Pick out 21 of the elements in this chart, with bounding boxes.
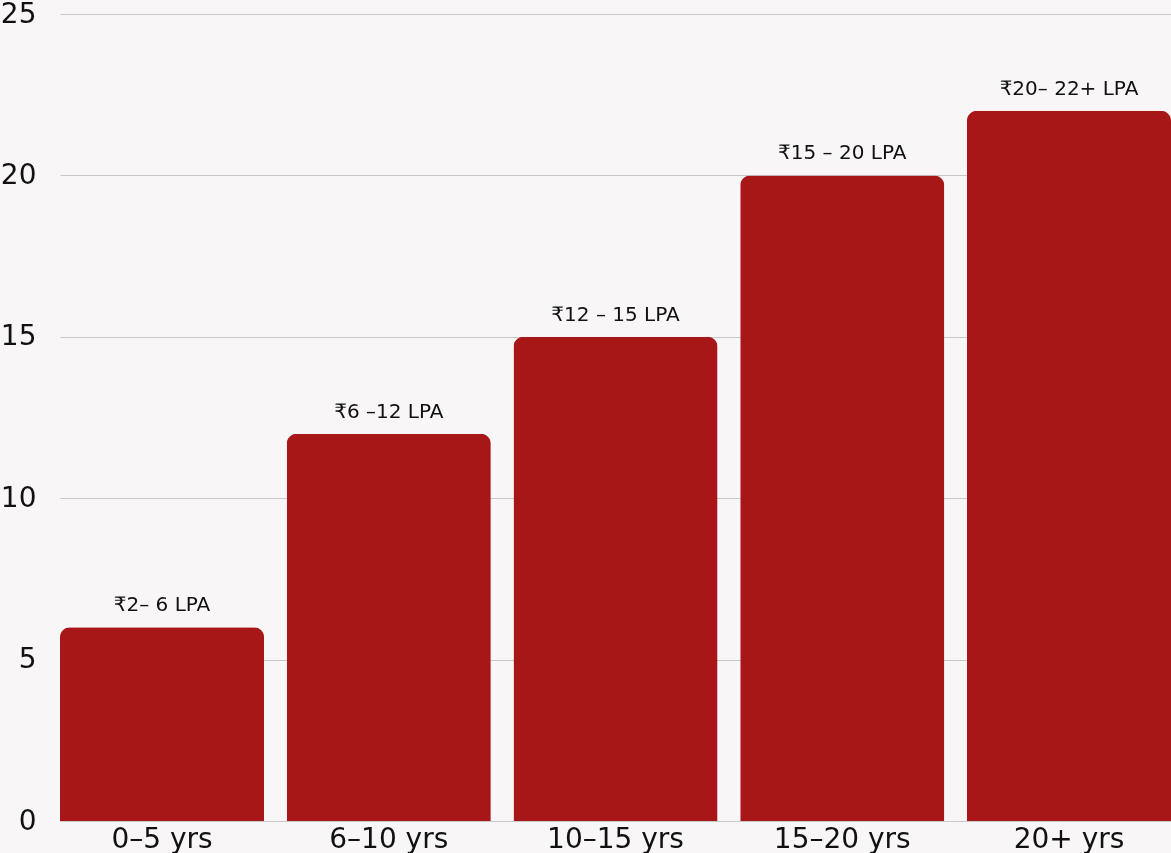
data-label: ₹6 –12 LPA	[334, 398, 444, 423]
bar	[60, 627, 265, 821]
y-tick-label: 10	[0, 480, 37, 514]
bar	[966, 110, 1171, 821]
x-tick-label: 0–5 yrs	[111, 821, 213, 853]
bar	[740, 175, 945, 821]
bar	[513, 336, 718, 821]
data-label: ₹20– 22+ LPA	[999, 75, 1139, 100]
y-tick-label: 15	[0, 319, 37, 353]
data-label: ₹2– 6 LPA	[113, 592, 211, 617]
y-tick-label: 20	[0, 157, 37, 191]
x-tick-label: 15–20 yrs	[773, 821, 911, 853]
y-tick-label: 25	[0, 0, 37, 30]
x-tick-label: 20+ yrs	[1013, 821, 1125, 853]
y-tick-label: 5	[18, 642, 37, 676]
data-label: ₹12 – 15 LPA	[551, 301, 680, 326]
bar	[286, 433, 491, 821]
x-tick-label: 6–10 yrs	[329, 821, 449, 853]
data-label: ₹15 – 20 LPA	[778, 140, 907, 165]
x-tick-label: 10–15 yrs	[547, 821, 684, 853]
y-tick-label: 0	[18, 803, 37, 837]
